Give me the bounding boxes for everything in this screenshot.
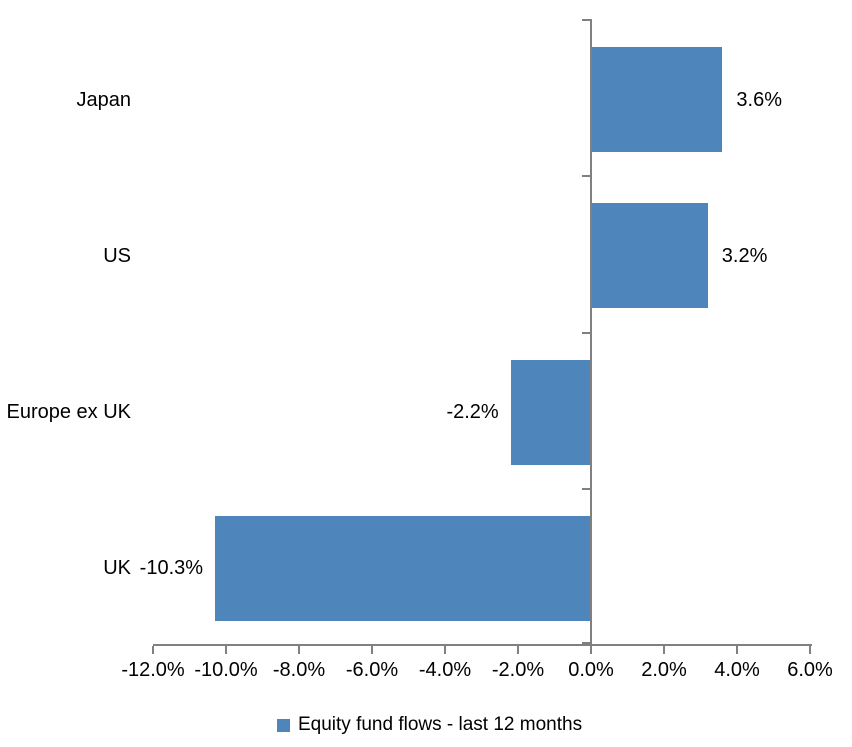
x-axis-tick-label: -4.0% <box>418 659 472 681</box>
legend: Equity fund flows - last 12 months <box>277 712 582 738</box>
x-axis-tick-label: -8.0% <box>272 659 326 681</box>
category-label: US <box>103 244 131 267</box>
y-axis-tick-mark <box>582 175 590 178</box>
category-label: Europe ex UK <box>6 401 131 424</box>
data-label: -2.2% <box>446 401 499 424</box>
x-axis-tick-mark <box>590 646 592 654</box>
x-axis-tick-label: -6.0% <box>345 659 399 681</box>
x-axis-tick-mark <box>444 646 446 654</box>
x-axis-tick-mark <box>152 646 154 654</box>
bar-europe-ex-uk <box>510 359 590 465</box>
x-axis-line <box>153 644 812 646</box>
x-axis-tick-label: 4.0% <box>714 659 760 681</box>
bar-us <box>592 203 708 309</box>
data-label: -10.3% <box>139 557 204 580</box>
category-label: Japan <box>76 88 132 111</box>
x-axis-tick-mark <box>517 646 519 654</box>
x-axis-tick-label: 6.0% <box>787 659 833 681</box>
y-axis-tick-mark <box>582 642 590 644</box>
x-axis-tick-label: 2.0% <box>641 659 687 681</box>
x-axis-tick-label: -12.0% <box>121 659 185 681</box>
legend-label: Equity fund flows - last 12 months <box>298 714 583 735</box>
x-axis-tick-label: -10.0% <box>194 659 258 681</box>
y-axis-tick-mark <box>582 19 590 21</box>
x-axis-tick-mark <box>663 646 665 654</box>
x-axis-tick-label: 0.0% <box>568 659 614 681</box>
bar-uk <box>215 515 590 621</box>
x-axis-tick-mark <box>298 646 300 654</box>
bar-japan <box>592 47 723 153</box>
y-axis-tick-mark <box>582 487 590 490</box>
y-axis-line <box>590 19 592 644</box>
category-label: UK <box>103 557 131 580</box>
x-axis-tick-label: -2.0% <box>491 659 545 681</box>
x-axis-tick-mark <box>736 646 738 654</box>
x-axis-tick-mark <box>225 646 227 654</box>
data-label: 3.6% <box>736 88 782 111</box>
x-axis-tick-mark <box>809 646 811 654</box>
x-axis-tick-mark <box>371 646 373 654</box>
y-axis-tick-mark <box>582 331 590 334</box>
legend-marker-icon <box>277 718 290 732</box>
data-label: 3.2% <box>721 244 768 267</box>
